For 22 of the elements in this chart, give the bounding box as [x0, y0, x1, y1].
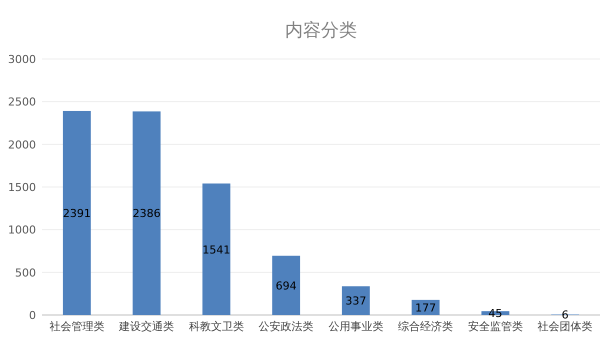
y-tick-label: 500 — [15, 266, 36, 280]
data-label: 1541 — [202, 243, 230, 256]
data-label: 177 — [415, 301, 436, 314]
y-tick-label: 1500 — [8, 181, 36, 194]
x-tick-label: 安全监管类 — [468, 320, 523, 333]
y-tick-label: 2500 — [8, 96, 36, 109]
y-tick-label: 2000 — [8, 138, 36, 152]
data-label: 2386 — [132, 207, 161, 220]
y-tick-label: 3000 — [8, 53, 36, 66]
data-label: 2391 — [62, 206, 91, 220]
x-tick-label: 社会管理类 — [49, 320, 104, 333]
y-tick-label: 0 — [29, 309, 36, 322]
data-label: 694 — [276, 279, 297, 292]
x-tick-label: 公安政法类 — [258, 320, 314, 333]
x-tick-label: 建设交通类 — [118, 320, 174, 333]
x-tick-label: 科教文卫类 — [188, 320, 244, 333]
data-label: 337 — [345, 294, 366, 308]
x-tick-label: 综合经济类 — [398, 320, 454, 333]
x-tick-label: 公用事业类 — [328, 320, 384, 333]
y-tick-label: 1000 — [8, 224, 36, 237]
x-tick-label: 社会团体类 — [538, 320, 593, 333]
title: 内容分类 — [285, 20, 357, 41]
